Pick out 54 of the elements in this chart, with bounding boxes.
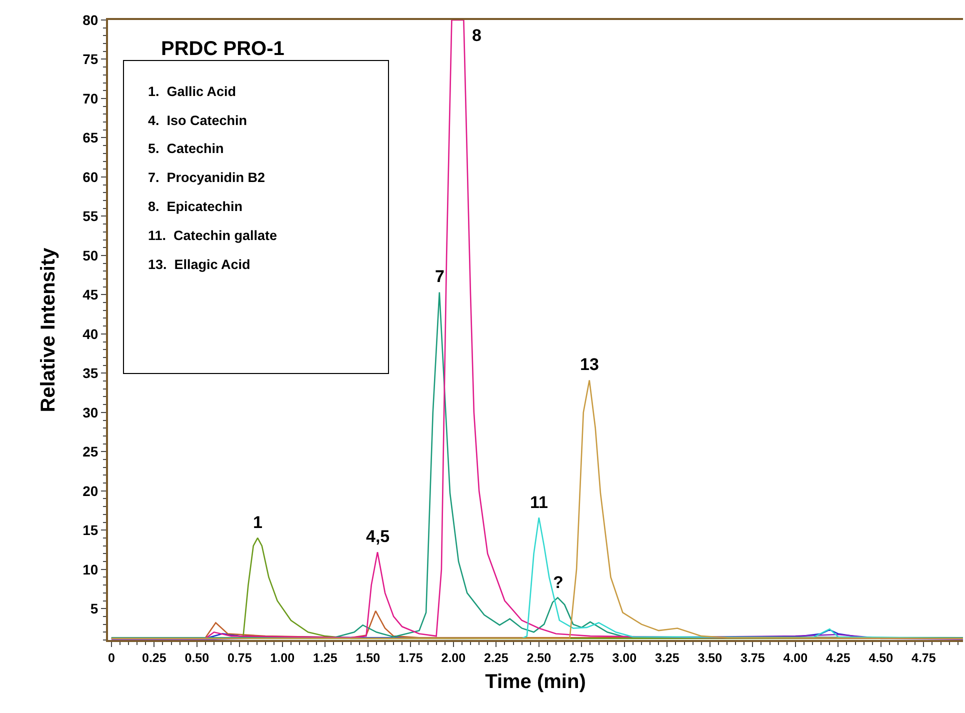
annotation: 8. Epicatechin [148,199,243,214]
x-tick-label: 4.00 [783,651,808,665]
y-tick-label: 35 [82,365,98,382]
y-tick-label: 15 [82,522,98,538]
line-series [110,380,963,640]
y-tick-label: 80 [82,12,98,28]
annotation: 1. Gallic Acid [148,84,236,99]
x-tick-label: 1.50 [356,651,380,665]
y-tick-label: 45 [82,286,98,303]
y-tick-label: 55 [82,208,98,224]
x-tick-label: 1.75 [398,651,423,665]
annotation: ? [553,573,564,592]
annotation: 11 [530,493,548,512]
y-tick-label: 25 [82,444,98,460]
x-tick-label: 0.75 [228,651,252,665]
x-tick-label: 4.50 [868,651,894,665]
y-tick-label: 75 [82,51,98,68]
y-tick-label: 10 [82,561,98,578]
annotation: 13. Ellagic Acid [148,257,250,272]
annotation: 5. Catechin [148,141,224,156]
y-tick-label: 50 [82,247,98,264]
x-tick-label: 1.25 [313,651,338,665]
x-tick-label: 0.50 [184,651,210,665]
x-tick-label: 0 [108,651,115,665]
annotation: 13 [580,355,599,374]
x-tick-label: 0.25 [142,651,166,665]
text: PRDC PRO-1 [161,38,284,60]
y-tick-label: 70 [82,90,98,106]
x-tick-label: 3.50 [698,651,722,665]
x-tick-label: 4.25 [826,651,850,665]
x-tick-label: 2.50 [526,651,552,665]
annotation: 7. Procyanidin B2 [148,170,266,185]
x-tick-label: 4.75 [912,651,936,665]
y-tick-label: 20 [82,482,98,499]
annotation: 8 [472,26,482,45]
annotation: 4. Iso Catechin [148,113,248,128]
x-tick-label: 2.00 [441,651,466,665]
y-tick-label: 40 [82,326,98,342]
x-tick-label: 2.25 [484,651,508,665]
x-tick-label: 2.75 [570,651,594,665]
y-tick-label: 65 [82,130,98,146]
x-tick-label: 1.00 [270,651,295,665]
y-axis-title: Relative Intensity [38,246,60,412]
x-axis-title: Time (min) [485,671,586,693]
x-tick-label: 3.75 [740,651,765,665]
annotation: 4,5 [366,527,390,546]
x-tick-label: 3.25 [655,651,680,665]
y-tick-label: 5 [90,600,98,617]
annotation: 1 [253,513,262,532]
annotation: 11. Catechin gallate [148,228,278,243]
y-tick-label: 60 [82,168,98,185]
x-tick-label: 3.00 [612,651,637,665]
annotation: 7 [435,267,444,286]
y-tick-label: 30 [82,404,98,420]
